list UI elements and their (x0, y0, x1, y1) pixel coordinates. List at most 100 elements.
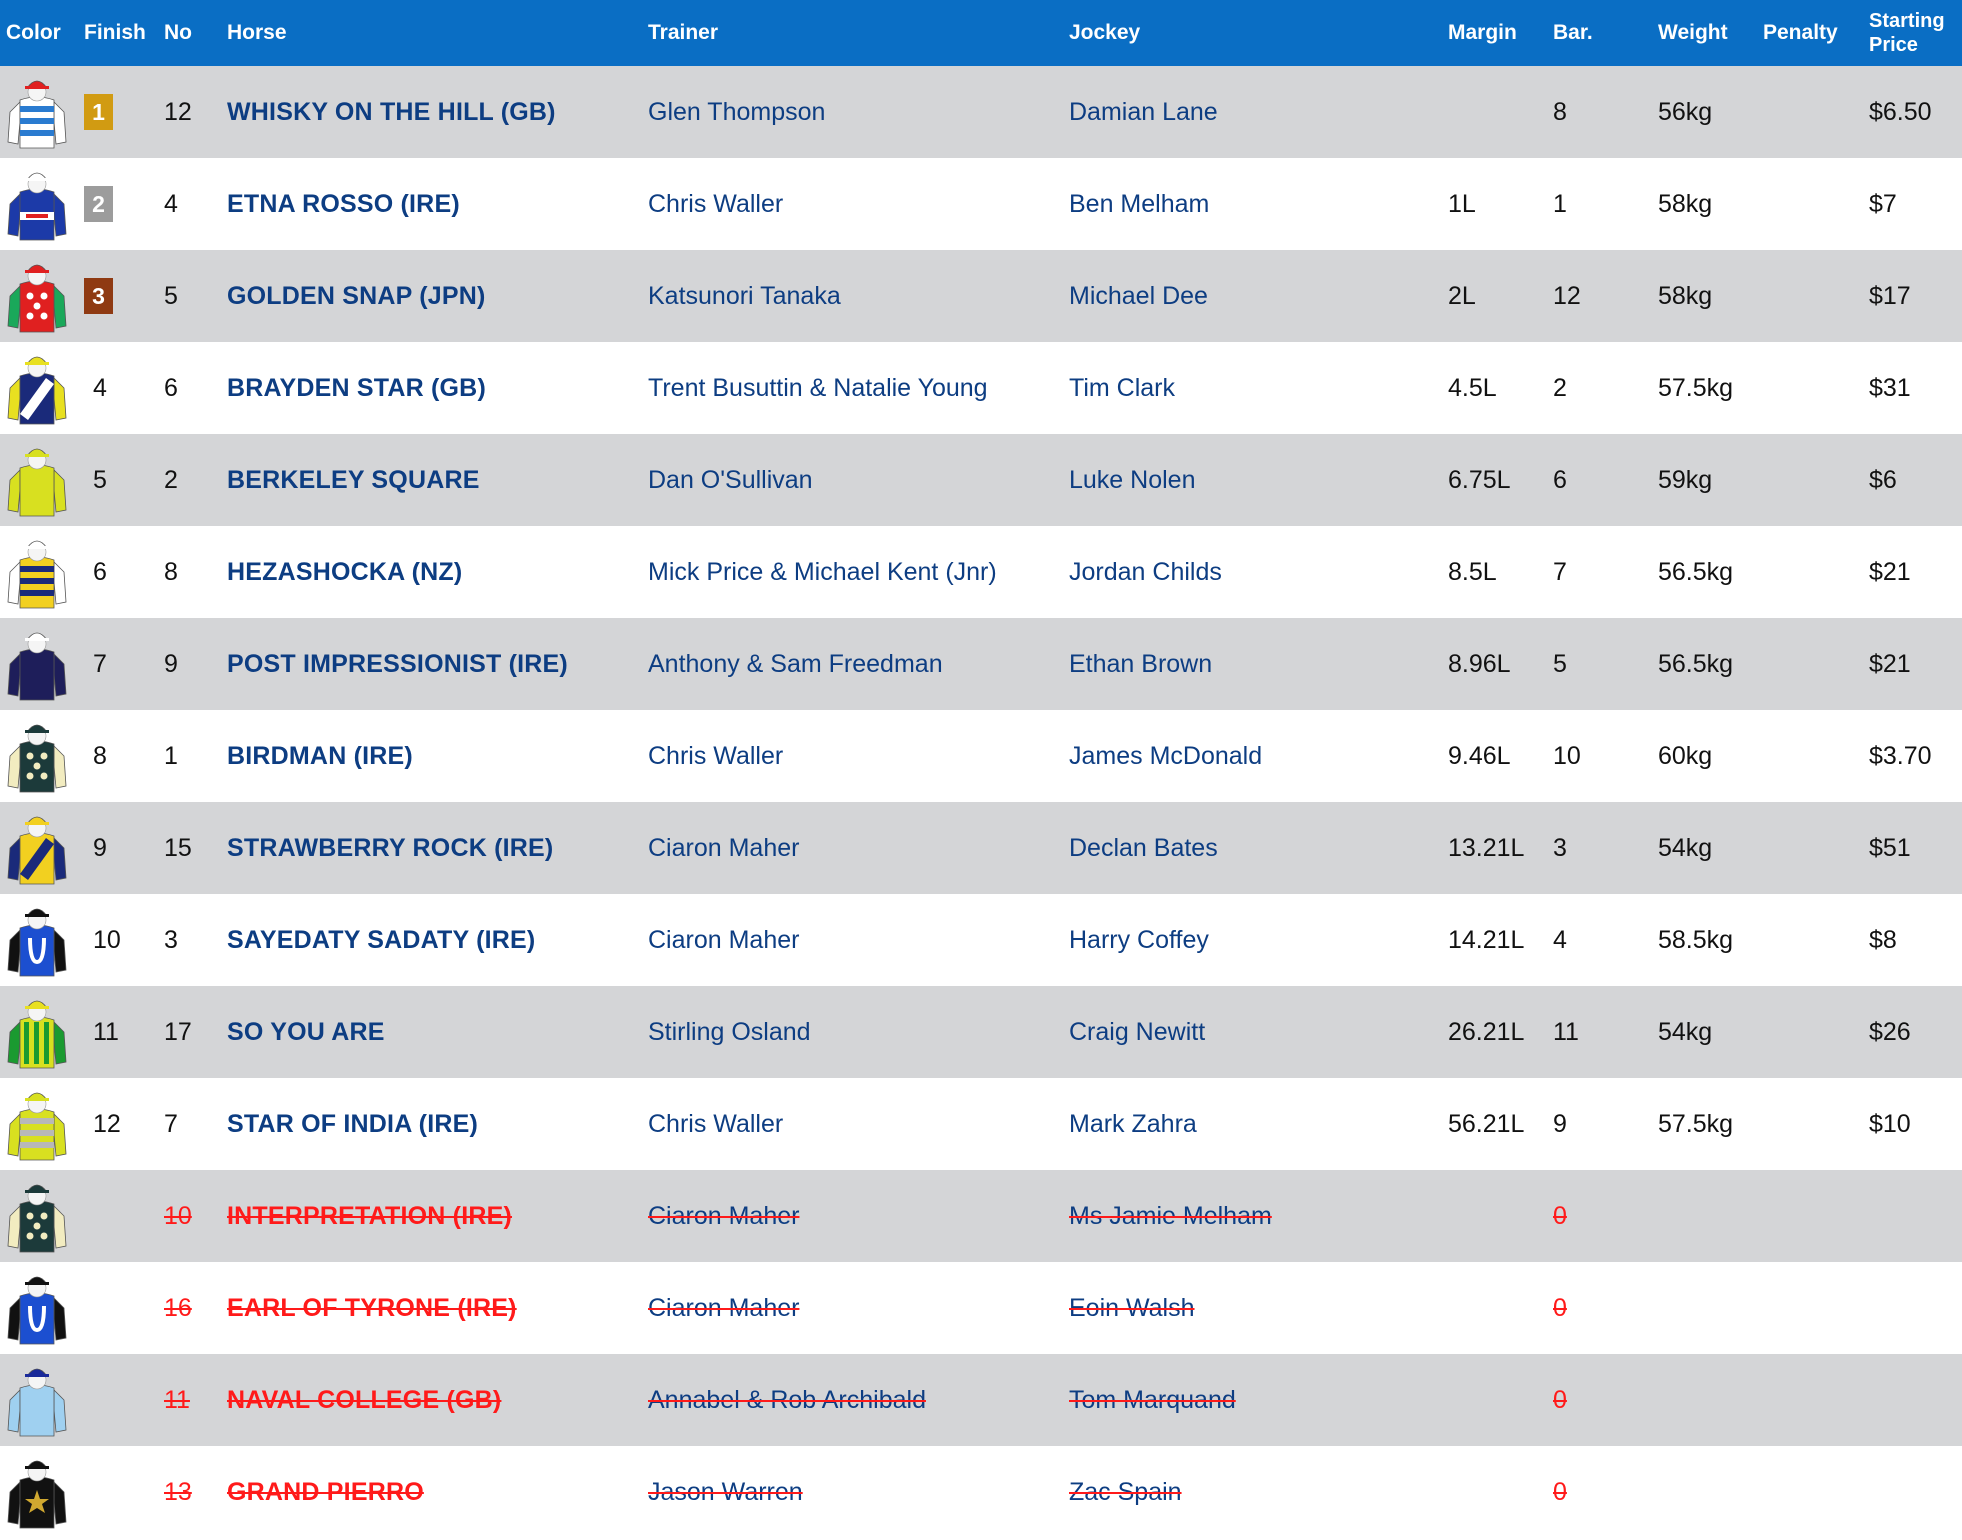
jockey-link[interactable]: Craig Newitt (1069, 986, 1205, 1078)
trainer-link-text[interactable]: Dan O'Sullivan (648, 465, 813, 494)
horse-name-link-text[interactable]: WHISKY ON THE HILL (GB) (227, 97, 556, 126)
jockey-link[interactable]: Harry Coffey (1069, 894, 1209, 986)
horse-name-link-text[interactable]: BIRDMAN (IRE) (227, 741, 413, 770)
horse-name-link[interactable]: WHISKY ON THE HILL (GB) (227, 66, 556, 158)
horse-name-link[interactable]: ETNA ROSSO (IRE) (227, 158, 460, 250)
jockey-link[interactable]: Damian Lane (1069, 66, 1218, 158)
jockey-link[interactable]: Jordan Childs (1069, 526, 1222, 618)
horse-name-link[interactable]: GOLDEN SNAP (JPN) (227, 250, 486, 342)
trainer-link-text[interactable]: Chris Waller (648, 189, 784, 218)
horse-name-link[interactable]: STAR OF INDIA (IRE) (227, 1078, 478, 1170)
jockey-link[interactable]: Ms Jamie Melham (1069, 1170, 1272, 1262)
trainer-link[interactable]: Glen Thompson (648, 66, 825, 158)
horse-name-link-text[interactable]: GRAND PIERRO (227, 1477, 424, 1506)
jockey-link-text[interactable]: Ms Jamie Melham (1069, 1201, 1272, 1230)
jockey-link-text[interactable]: James McDonald (1069, 741, 1263, 770)
trainer-link-text[interactable]: Glen Thompson (648, 97, 826, 126)
table-row[interactable]: 7 9 POST IMPRESSIONIST (IRE) Anthony & Sam … (0, 618, 1962, 710)
trainer-link-text[interactable]: Annabel & Rob Archibald (648, 1385, 926, 1414)
horse-name-link-text[interactable]: BERKELEY SQUARE (227, 465, 480, 494)
trainer-link[interactable]: Jason Warren (648, 1446, 803, 1538)
header-starting-price[interactable]: Starting Price (1869, 0, 1945, 57)
jockey-link-text[interactable]: Tim Clark (1069, 373, 1176, 402)
horse-name-link[interactable]: BERKELEY SQUARE (227, 434, 480, 526)
trainer-link[interactable]: Anthony & Sam Freedman (648, 618, 943, 710)
jockey-link-text[interactable]: Ethan Brown (1069, 649, 1213, 678)
header-weight[interactable]: Weight (1658, 21, 1728, 44)
scratched-table-row[interactable]: 16 EARL OF TYRONE (IRE) Ciaron Maher Eoin W… (0, 1262, 1962, 1354)
trainer-link[interactable]: Annabel & Rob Archibald (648, 1354, 926, 1446)
table-row[interactable]: 9 15 STRAWBERRY ROCK (IRE) Ciaron Maher Decl… (0, 802, 1962, 894)
jockey-link[interactable]: Ben Melham (1069, 158, 1209, 250)
header-trainer[interactable]: Trainer (648, 21, 719, 44)
horse-name-link[interactable]: POST IMPRESSIONIST (IRE) (227, 618, 568, 710)
jockey-link[interactable]: James McDonald (1069, 710, 1262, 802)
jockey-link-text[interactable]: Zac Spain (1069, 1477, 1182, 1506)
table-row[interactable]: 5 2 BERKELEY SQUARE Dan O'Sullivan Luke Nole… (0, 434, 1962, 526)
horse-name-link[interactable]: SAYEDATY SADATY (IRE) (227, 894, 535, 986)
jockey-link-text[interactable]: Tom Marquand (1069, 1385, 1236, 1414)
jockey-link-text[interactable]: Ben Melham (1069, 189, 1210, 218)
jockey-link[interactable]: Ethan Brown (1069, 618, 1212, 710)
table-row[interactable]: 4 6 BRAYDEN STAR (GB) Trent Busuttin & Nata… (0, 342, 1962, 434)
trainer-link-text[interactable]: Anthony & Sam Freedman (648, 649, 943, 678)
trainer-link-text[interactable]: Mick Price & Michael Kent (Jnr) (648, 557, 997, 586)
jockey-link-text[interactable]: Eoin Walsh (1069, 1293, 1195, 1322)
jockey-link-text[interactable]: Harry Coffey (1069, 925, 1209, 954)
horse-name-link-text[interactable]: STAR OF INDIA (IRE) (227, 1109, 479, 1138)
horse-name-link-text[interactable]: HEZASHOCKA (NZ) (227, 557, 463, 586)
horse-name-link[interactable]: EARL OF TYRONE (IRE) (227, 1262, 517, 1354)
trainer-link-text[interactable]: Jason Warren (648, 1477, 803, 1506)
trainer-link[interactable]: Chris Waller (648, 1078, 783, 1170)
table-row[interactable]: 6 8 HEZASHOCKA (NZ) Mick Price & Michael Ke… (0, 526, 1962, 618)
trainer-link-text[interactable]: Chris Waller (648, 741, 784, 770)
trainer-link-text[interactable]: Ciaron Maher (648, 1293, 800, 1322)
trainer-link-text[interactable]: Katsunori Tanaka (648, 281, 841, 310)
horse-name-link[interactable]: NAVAL COLLEGE (GB) (227, 1354, 501, 1446)
trainer-link-text[interactable]: Ciaron Maher (648, 925, 800, 954)
horse-name-link-text[interactable]: GOLDEN SNAP (JPN) (227, 281, 486, 310)
jockey-link[interactable]: Michael Dee (1069, 250, 1208, 342)
jockey-link[interactable]: Tom Marquand (1069, 1354, 1236, 1446)
trainer-link[interactable]: Katsunori Tanaka (648, 250, 841, 342)
table-row[interactable]: 2 4 ETNA ROSSO (IRE) Chris Waller Ben Melham… (0, 158, 1962, 250)
horse-name-link-text[interactable]: NAVAL COLLEGE (GB) (227, 1385, 502, 1414)
horse-name-link[interactable]: SO YOU ARE (227, 986, 385, 1078)
jockey-link-text[interactable]: Luke Nolen (1069, 465, 1196, 494)
horse-name-link[interactable]: BRAYDEN STAR (GB) (227, 342, 486, 434)
trainer-link[interactable]: Ciaron Maher (648, 802, 799, 894)
horse-name-link-text[interactable]: EARL OF TYRONE (IRE) (227, 1293, 517, 1322)
jockey-link-text[interactable]: Jordan Childs (1069, 557, 1222, 586)
header-penalty[interactable]: Penalty (1763, 21, 1838, 44)
horse-name-link[interactable]: INTERPRETATION (IRE) (227, 1170, 512, 1262)
trainer-link-text[interactable]: Stirling Osland (648, 1017, 811, 1046)
horse-name-link-text[interactable]: ETNA ROSSO (IRE) (227, 189, 460, 218)
trainer-link[interactable]: Ciaron Maher (648, 894, 799, 986)
trainer-link-text[interactable]: Ciaron Maher (648, 1201, 800, 1230)
trainer-link-text[interactable]: Trent Busuttin & Natalie Young (648, 373, 988, 402)
trainer-link-text[interactable]: Chris Waller (648, 1109, 784, 1138)
scratched-table-row[interactable]: 13 GRAND PIERRO Jason Warren Zac Spain 0 (0, 1446, 1962, 1538)
trainer-link[interactable]: Dan O'Sullivan (648, 434, 813, 526)
table-row[interactable]: 10 3 SAYEDATY SADATY (IRE) Ciaron Maher Harr… (0, 894, 1962, 986)
jockey-link-text[interactable]: Craig Newitt (1069, 1017, 1206, 1046)
horse-name-link-text[interactable]: INTERPRETATION (IRE) (227, 1201, 513, 1230)
trainer-link[interactable]: Stirling Osland (648, 986, 811, 1078)
trainer-link[interactable]: Mick Price & Michael Kent (Jnr) (648, 526, 997, 618)
trainer-link[interactable]: Ciaron Maher (648, 1262, 799, 1354)
horse-name-link-text[interactable]: STRAWBERRY ROCK (IRE) (227, 833, 554, 862)
trainer-link[interactable]: Chris Waller (648, 158, 783, 250)
jockey-link[interactable]: Eoin Walsh (1069, 1262, 1195, 1354)
horse-name-link[interactable]: HEZASHOCKA (NZ) (227, 526, 462, 618)
table-row[interactable]: 8 1 BIRDMAN (IRE) Chris Waller James McDonal… (0, 710, 1962, 802)
table-row[interactable]: 11 17 SO YOU ARE Stirling Osland Craig Newit… (0, 986, 1962, 1078)
jockey-link[interactable]: Zac Spain (1069, 1446, 1182, 1538)
jockey-link[interactable]: Tim Clark (1069, 342, 1175, 434)
jockey-link[interactable]: Luke Nolen (1069, 434, 1195, 526)
table-row[interactable]: 3 5 GOLDEN SNAP (JPN) Katsunori Tanaka Micha… (0, 250, 1962, 342)
jockey-link-text[interactable]: Michael Dee (1069, 281, 1208, 310)
scratched-table-row[interactable]: 11 NAVAL COLLEGE (GB) Annabel & Rob Archib… (0, 1354, 1962, 1446)
horse-name-link[interactable]: BIRDMAN (IRE) (227, 710, 413, 802)
trainer-link[interactable]: Ciaron Maher (648, 1170, 799, 1262)
table-row[interactable]: 12 7 STAR OF INDIA (IRE) Chris Waller Mark Z… (0, 1078, 1962, 1170)
